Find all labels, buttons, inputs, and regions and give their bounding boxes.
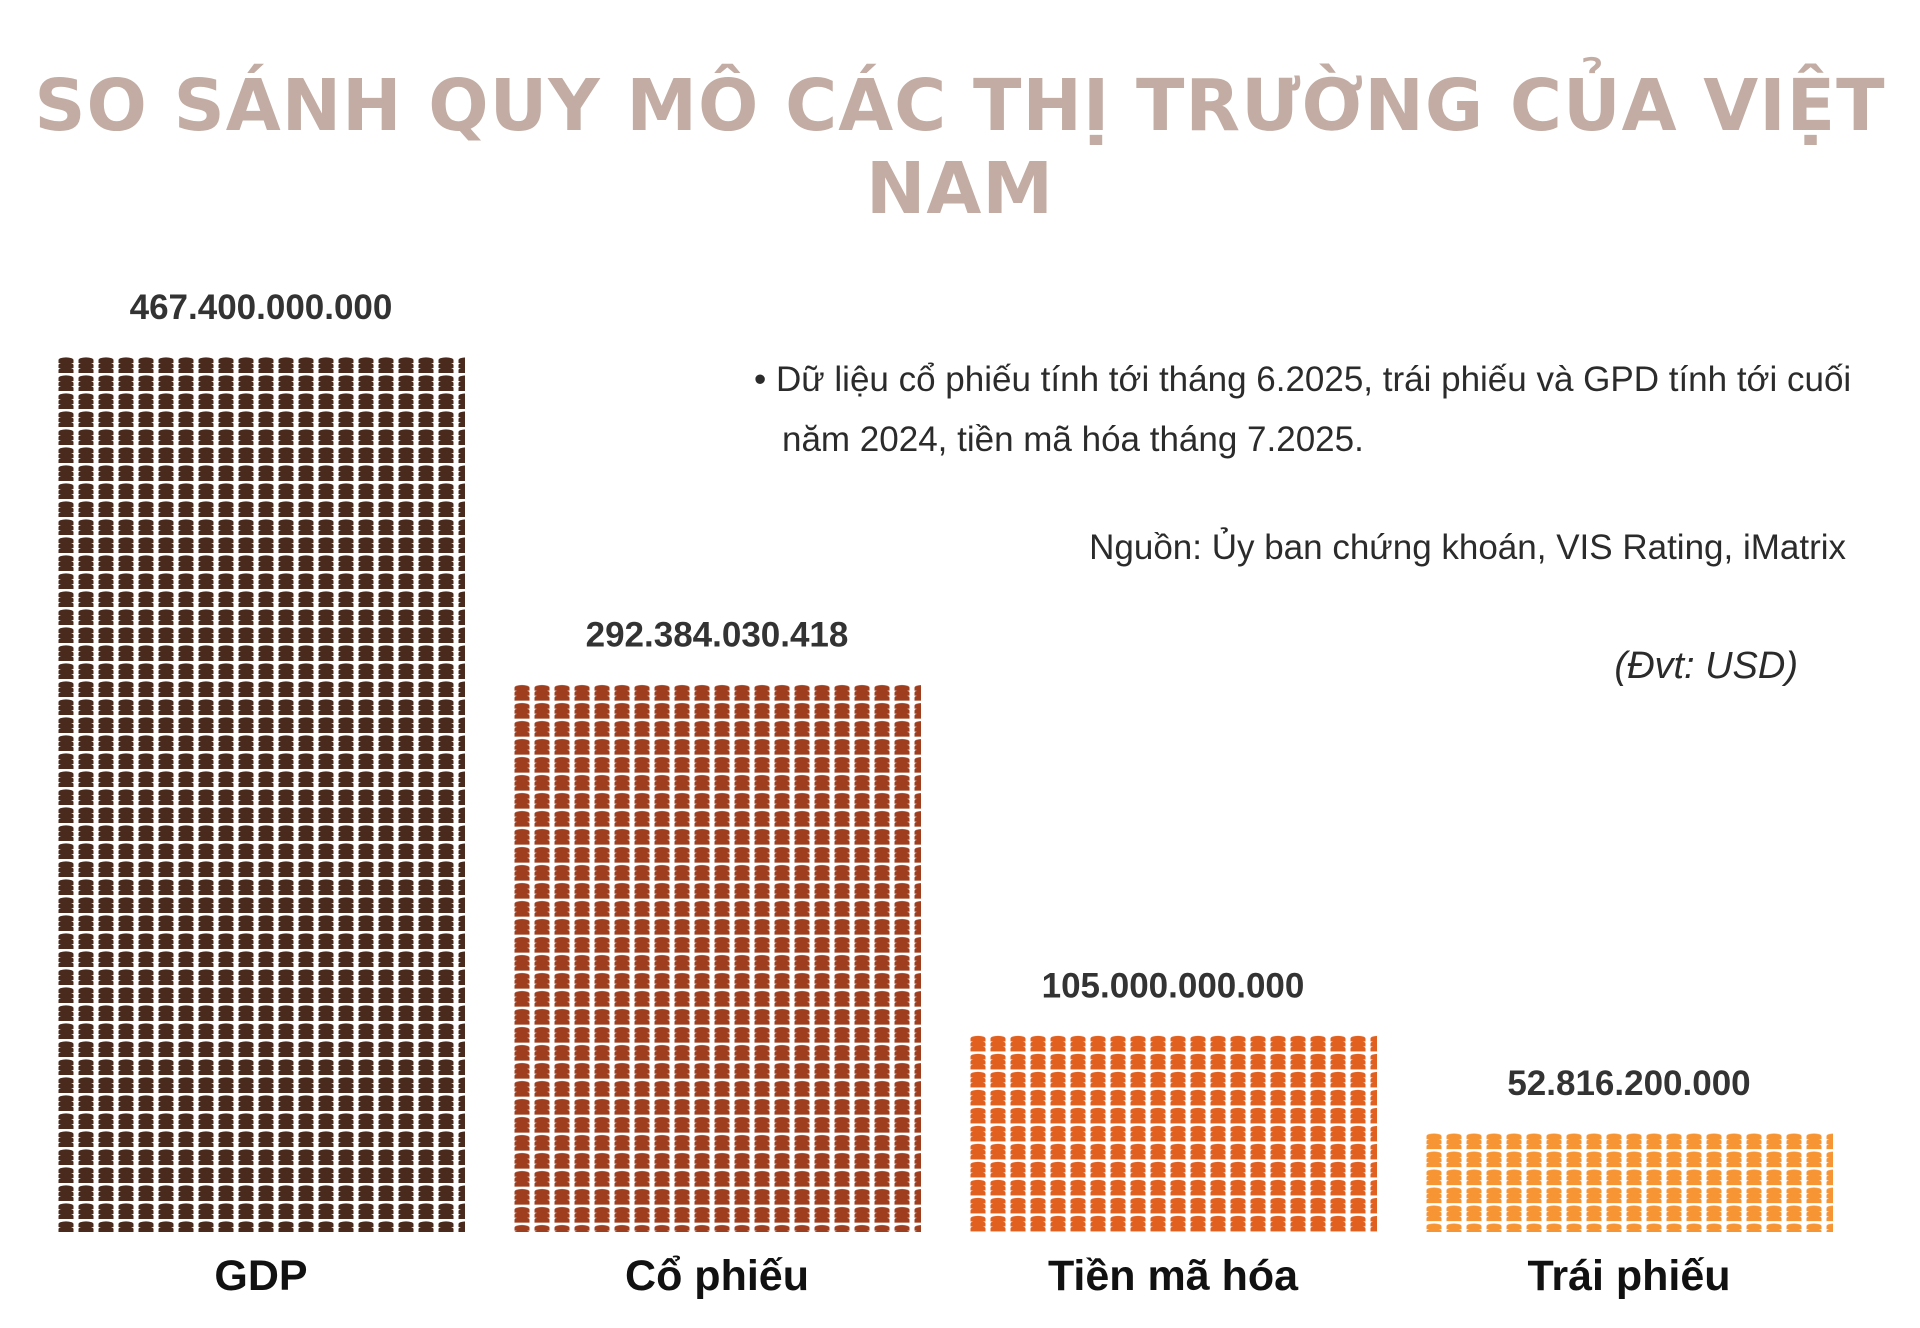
category-label-co-phieu: Cổ phiếu [625, 1252, 809, 1300]
bars-group: 467.400.000.000 GDP 292.384.030.418 Cổ phiế… [57, 288, 1833, 1300]
value-label-tien-ma-hoa: 105.000.000.000 [1042, 966, 1305, 1005]
unit-label: (Đvt: USD) [1614, 645, 1798, 687]
bar-co-phieu [513, 684, 921, 1232]
bar-gdp [57, 357, 465, 1232]
value-label-trai-phieu: 52.816.200.000 [1507, 1064, 1750, 1103]
bar-trai-phieu [1425, 1133, 1833, 1232]
source-text: Nguồn: Ủy ban chứng khoán, VIS Rating, i… [1089, 528, 1846, 567]
value-label-co-phieu: 292.384.030.418 [586, 616, 849, 655]
data-note: • Dữ liệu cổ phiếu tính tới tháng 6.2025… [754, 360, 1852, 459]
chart-title: SO SÁNH QUY MÔ CÁC THỊ TRƯỜNG CỦA VIỆT N… [34, 64, 1886, 230]
value-label-gdp: 467.400.000.000 [130, 288, 393, 327]
bar-tien-ma-hoa [969, 1035, 1377, 1232]
category-label-trai-phieu: Trái phiếu [1527, 1252, 1730, 1300]
category-label-gdp: GDP [214, 1252, 307, 1300]
category-label-tien-ma-hoa: Tiền mã hóa [1048, 1252, 1299, 1300]
